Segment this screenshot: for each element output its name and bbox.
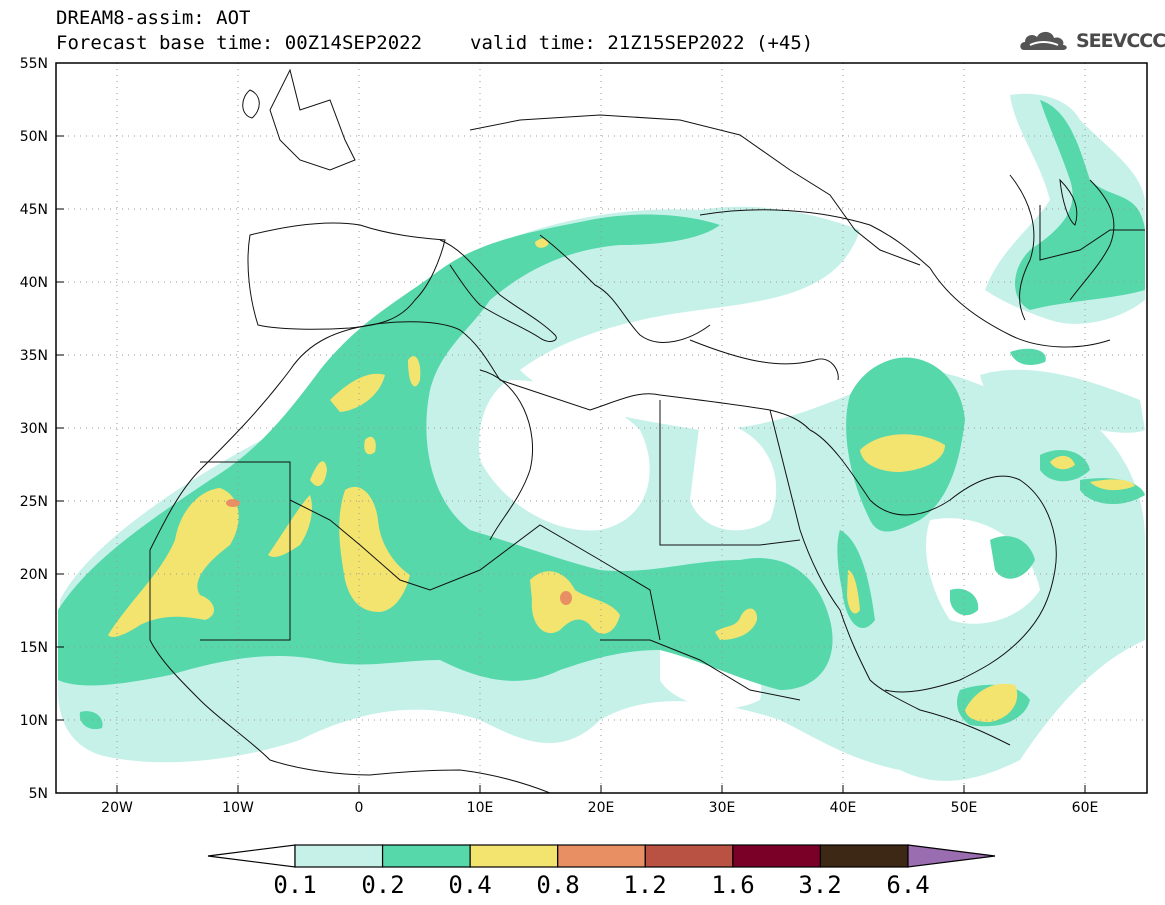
colorbar-box	[469, 844, 559, 868]
colorbar-box	[819, 844, 909, 868]
map-title: DREAM8-assim: AOT	[56, 7, 251, 29]
lon-label-40e: 40E	[830, 800, 857, 816]
lon-label-10w: 10W	[222, 800, 254, 816]
colorbar-over-arrow	[907, 844, 996, 868]
colorbar-label: 1.2	[623, 871, 666, 899]
colorbar-label: 0.1	[273, 871, 316, 899]
lat-label-25n: 25N	[20, 494, 48, 510]
lon-label-20w: 20W	[101, 800, 133, 816]
lat-label-15n: 15N	[20, 640, 48, 656]
colorbar-label: 3.2	[798, 871, 841, 899]
latitude-labels: 55N 50N 45N 40N 35N 30N 25N 20N 15N 10N …	[20, 56, 48, 802]
valid-time: valid time: 21Z15SEP2022 (+45)	[470, 32, 814, 54]
base-time: Forecast base time: 00Z14SEP2022	[56, 32, 423, 54]
aot-fields	[58, 93, 1145, 781]
axis-ticks	[56, 62, 1086, 793]
lat-label-20n: 20N	[20, 567, 48, 583]
logo-text: SEEVCCC	[1076, 30, 1165, 52]
lat-label-10n: 10N	[20, 713, 48, 729]
coastlines-borders	[149, 68, 1145, 793]
colorbar-box	[294, 844, 384, 868]
aot-level-0.4	[108, 238, 1135, 722]
aot-clear-areas	[479, 380, 1040, 709]
colorbar-label: 6.4	[886, 871, 929, 899]
lat-label-30n: 30N	[20, 421, 48, 437]
aot-level-0.2	[58, 100, 1145, 730]
colorbar-under-arrow	[207, 844, 296, 868]
lat-label-55n: 55N	[20, 56, 48, 72]
longitude-labels: 20W 10W 0 10E 20E 30E 40E 50E 60E	[101, 800, 1098, 816]
colorbar-boxes	[294, 844, 909, 868]
lat-label-45n: 45N	[20, 202, 48, 218]
lon-label-60e: 60E	[1072, 800, 1099, 816]
colorbar-label: 0.4	[448, 871, 491, 899]
colorbar-box	[381, 844, 471, 868]
lon-label-20e: 20E	[588, 800, 615, 816]
colorbar-label: 0.2	[361, 871, 404, 899]
colorbar-box	[644, 844, 734, 868]
colorbar-label: 0.8	[536, 871, 579, 899]
lon-label-50e: 50E	[951, 800, 978, 816]
lat-label-50n: 50N	[20, 129, 48, 145]
forecast-times: Forecast base time: 00Z14SEP2022 valid ti…	[56, 33, 813, 53]
colorbar: 0.1 0.2 0.4 0.8 1.2 1.6 3.2 6.4	[207, 844, 996, 899]
lat-label-5n: 5N	[29, 786, 48, 802]
seevccc-logo: SEEVCCC	[1018, 26, 1165, 56]
lat-label-35n: 35N	[20, 348, 48, 364]
colorbar-box	[557, 844, 646, 868]
lon-label-10e: 10E	[467, 800, 494, 816]
colorbar-label: 1.6	[711, 871, 754, 899]
lat-label-40n: 40N	[20, 275, 48, 291]
colorbar-box	[732, 844, 822, 868]
cloud-icon	[1020, 31, 1067, 50]
lon-label-30e: 30E	[709, 800, 736, 816]
lon-label-0: 0	[355, 800, 364, 816]
